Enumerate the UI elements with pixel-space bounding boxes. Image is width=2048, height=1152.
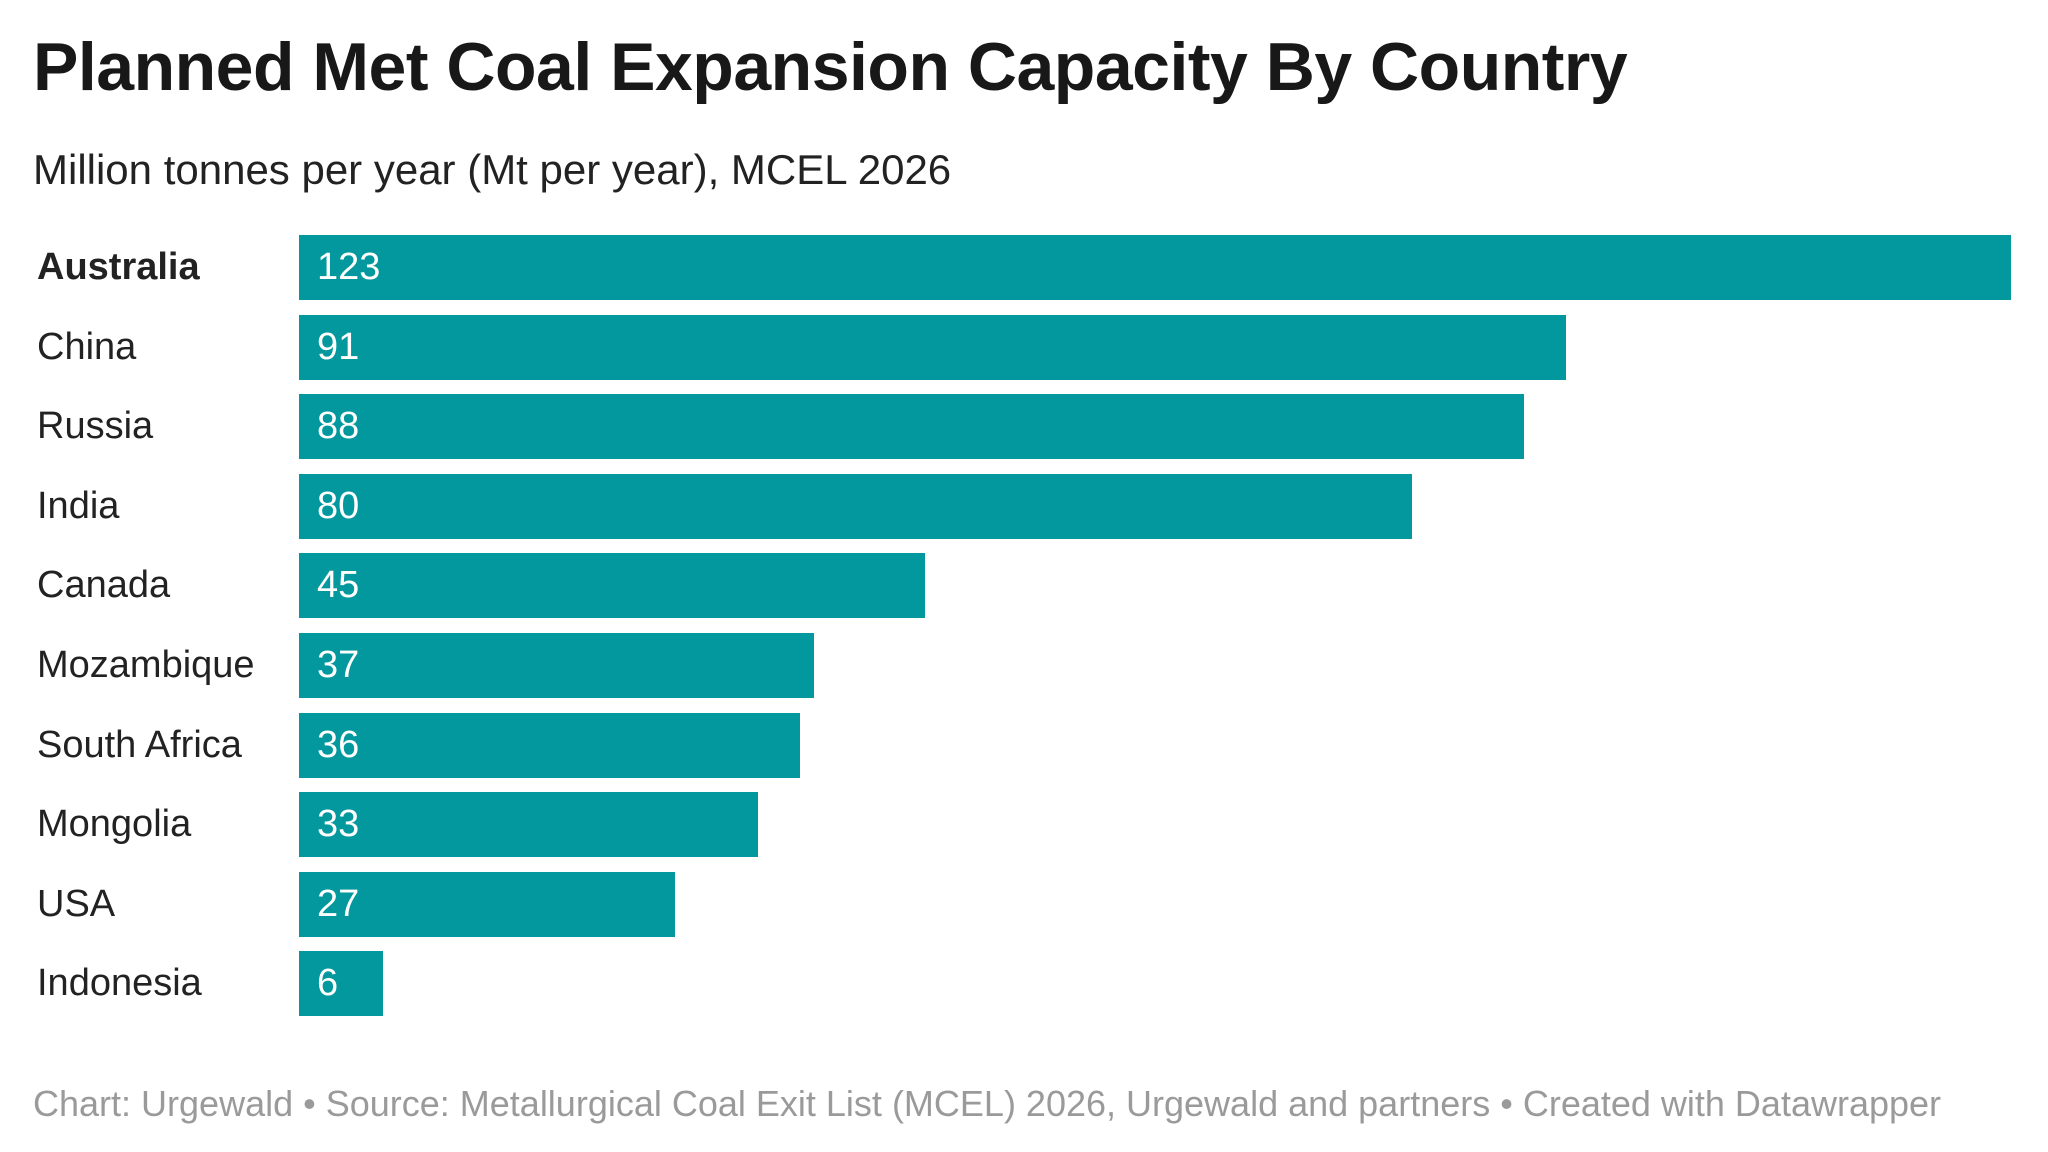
value-label: 80: [317, 484, 360, 527]
value-label: 37: [317, 644, 360, 686]
bar: [299, 394, 1524, 460]
value-label: 6: [317, 962, 339, 1005]
category-label: Mongolia: [37, 803, 192, 846]
chart-title: Planned Met Coal Expansion Capacity By C…: [33, 29, 1628, 105]
value-label: 45: [317, 564, 360, 607]
category-label: China: [37, 325, 137, 368]
value-label: 88: [317, 405, 360, 448]
category-label: Canada: [37, 564, 171, 607]
category-label: Mozambique: [37, 644, 255, 686]
category-label: India: [37, 484, 120, 527]
category-label: South Africa: [37, 723, 242, 766]
bar: [299, 553, 926, 619]
category-label: Australia: [37, 246, 200, 288]
bar: [299, 235, 2011, 300]
bar: [299, 712, 801, 778]
bar: [299, 473, 1413, 539]
bar: [299, 314, 1566, 380]
bar: [299, 792, 759, 858]
bar: [299, 951, 383, 1017]
chart-footer: Chart: Urgewald • Source: Metallurgical …: [33, 1083, 1942, 1124]
value-label: 27: [317, 882, 360, 925]
value-label: 91: [317, 325, 360, 368]
category-label: Indonesia: [37, 962, 202, 1005]
value-label: 123: [317, 246, 381, 288]
chart-subtitle: Million tonnes per year (Mt per year), M…: [33, 146, 952, 193]
bar: [299, 871, 675, 937]
value-label: 33: [317, 803, 360, 846]
category-label: Russia: [37, 405, 154, 448]
value-label: 36: [317, 723, 360, 766]
bar: [299, 633, 814, 698]
category-label: USA: [37, 882, 116, 925]
